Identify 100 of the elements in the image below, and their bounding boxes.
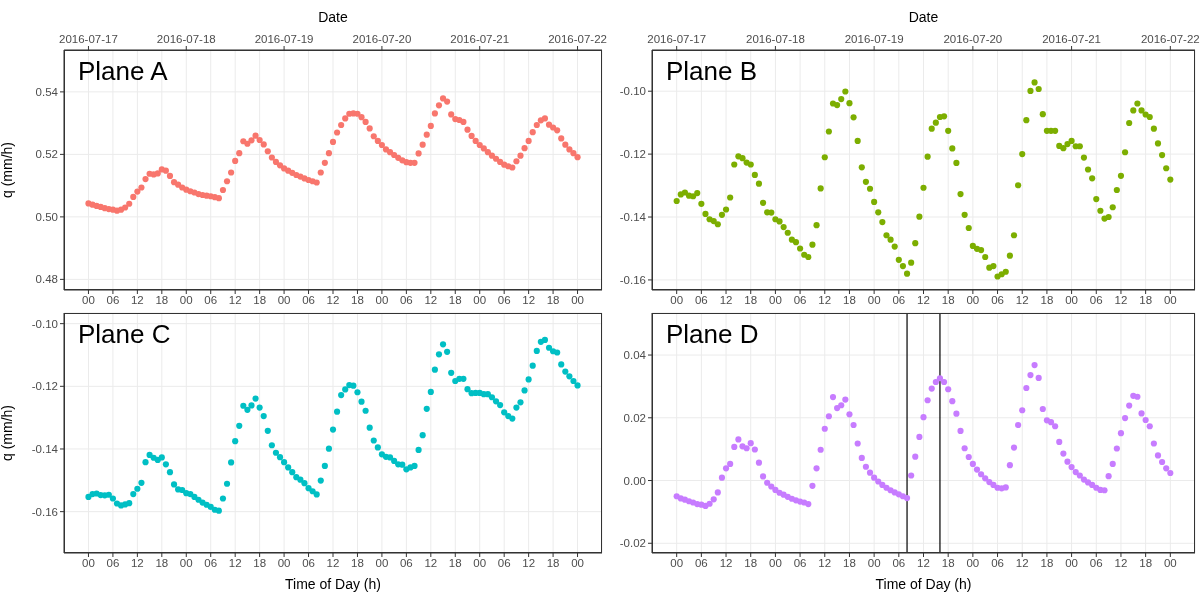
y-tick-label: -0.12	[619, 148, 646, 161]
x-tick-label: 00	[179, 294, 193, 307]
x-tick-label: 12	[1114, 557, 1128, 570]
x-tick-label: 18	[546, 557, 560, 570]
chart-title: Plane C	[78, 319, 171, 350]
y-tick-label: -0.14	[619, 211, 647, 224]
x-tick-label: 12	[228, 557, 242, 570]
x-tick-label: 06	[204, 557, 218, 570]
x-tick-label: 12	[424, 557, 438, 570]
y-tick-label: 0.50	[35, 210, 58, 223]
x-tick-label: 00	[1065, 557, 1078, 570]
x-tick-label: 06	[399, 294, 413, 307]
x-tick-label: 12	[719, 557, 733, 570]
x-tick-label: 18	[744, 294, 758, 307]
chart-title: Plane D	[666, 319, 759, 350]
x-tick-label: 00	[571, 557, 584, 570]
y-tick-label: 0.00	[623, 474, 646, 487]
x-tick-label: 12	[917, 294, 930, 307]
x-tick-label: 00	[375, 557, 389, 570]
x-tick-label: 06	[302, 294, 315, 307]
x2-tick-label: 2016-07-18	[156, 33, 216, 45]
x-tick-label: 18	[1139, 294, 1153, 307]
x-tick-label: 00	[277, 294, 291, 307]
x-tick-label: 06	[106, 557, 120, 570]
x2-tick-label: 2016-07-17	[647, 33, 707, 45]
x-axis-title: Time of Day (h)	[875, 576, 972, 592]
x-tick-label: 00	[571, 294, 584, 307]
x2-tick-label: 2016-07-18	[745, 33, 805, 45]
x-tick-label: 00	[769, 294, 782, 307]
x-tick-label: 06	[106, 294, 120, 307]
x-tick-label: 00	[769, 557, 782, 570]
x-tick-label: 06	[399, 557, 413, 570]
x-tick-label: 00	[1163, 294, 1177, 307]
y-tick-label: -0.16	[619, 274, 646, 287]
x-tick-label: 06	[204, 294, 218, 307]
x-tick-label: 18	[546, 294, 560, 307]
x-tick-label: 18	[351, 557, 364, 570]
x-tick-label: 18	[155, 557, 169, 570]
x-tick-label: 12	[424, 294, 438, 307]
x-tick-label: 18	[155, 294, 169, 307]
x-tick-label: 12	[1015, 294, 1029, 307]
x-tick-label: 06	[694, 294, 708, 307]
x2-axis-title: Date	[318, 9, 348, 25]
x-tick-label: 18	[1139, 557, 1153, 570]
x2-tick-label: 2016-07-22	[548, 33, 607, 45]
x-tick-label: 18	[1040, 557, 1054, 570]
x-tick-label: 18	[1040, 294, 1054, 307]
x2-tick-label: 2016-07-21	[450, 33, 510, 45]
x-tick-label: 18	[448, 557, 462, 570]
x-tick-label: 06	[497, 294, 511, 307]
x-tick-label: 06	[793, 557, 807, 570]
x-tick-label: 00	[179, 557, 193, 570]
x-tick-label: 18	[351, 294, 364, 307]
x-tick-label: 00	[966, 557, 980, 570]
x-tick-label: 00	[670, 557, 684, 570]
x-tick-label: 12	[228, 294, 242, 307]
x-tick-label: 18	[744, 557, 758, 570]
y-tick-label: 0.52	[35, 148, 58, 161]
x-tick-label: 06	[497, 557, 511, 570]
x2-tick-label: 2016-07-20	[943, 33, 1003, 45]
x-tick-label: 06	[892, 294, 906, 307]
x-tick-label: 00	[82, 557, 95, 570]
x-tick-label: 12	[326, 557, 340, 570]
y-tick-label: -0.16	[31, 505, 58, 518]
x2-tick-label: 2016-07-19	[254, 33, 314, 45]
x-tick-label: 00	[1163, 557, 1177, 570]
x-tick-label: 06	[302, 557, 315, 570]
x-tick-label: 06	[793, 294, 807, 307]
x-tick-label: 00	[1065, 294, 1078, 307]
x-tick-label: 00	[867, 557, 881, 570]
y-tick-label: -0.12	[31, 380, 58, 393]
y-axis-title: q (mm/h)	[0, 142, 15, 198]
x-tick-label: 12	[818, 294, 832, 307]
chart-title: Plane B	[666, 56, 758, 87]
x2-tick-label: 2016-07-17	[59, 33, 118, 45]
x-tick-label: 18	[941, 294, 955, 307]
x-tick-label: 12	[719, 294, 733, 307]
x-tick-label: 18	[253, 294, 267, 307]
y-tick-label: -0.10	[619, 85, 646, 98]
x-tick-label: 00	[277, 557, 291, 570]
x-tick-label: 06	[694, 557, 708, 570]
x2-tick-label: 2016-07-19	[844, 33, 904, 45]
x-tick-label: 06	[991, 557, 1004, 570]
x-tick-label: 00	[966, 294, 980, 307]
x-tick-label: 12	[130, 557, 144, 570]
y-tick-label: -0.02	[619, 537, 646, 550]
x-tick-label: 18	[253, 557, 267, 570]
x-tick-label: 12	[522, 294, 536, 307]
x-tick-label: 12	[1114, 294, 1128, 307]
x-tick-label: 06	[991, 294, 1004, 307]
x2-tick-label: 2016-07-21	[1042, 33, 1101, 45]
x-tick-label: 00	[473, 294, 487, 307]
x-tick-label: 18	[941, 557, 955, 570]
x-tick-label: 18	[843, 557, 856, 570]
x-tick-label: 06	[1089, 557, 1103, 570]
x-tick-label: 00	[82, 294, 95, 307]
y-tick-label: 0.04	[623, 349, 647, 362]
y-tick-label: -0.14	[31, 443, 59, 456]
x-tick-label: 12	[326, 294, 340, 307]
x2-tick-label: 2016-07-20	[352, 33, 412, 45]
